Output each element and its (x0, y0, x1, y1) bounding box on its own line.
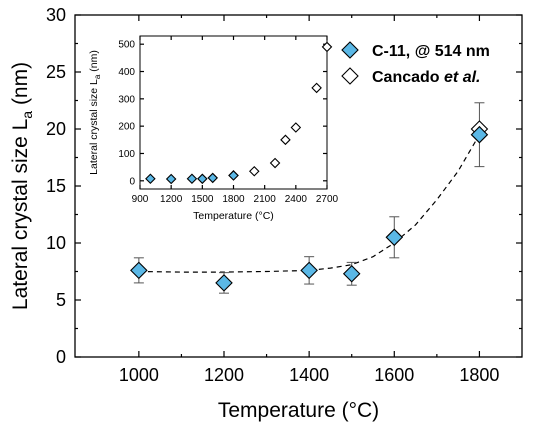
legend-marker-cancado (341, 67, 359, 85)
data-point-c11 (470, 125, 489, 144)
x-axis-title: Temperature (°C) (218, 399, 379, 422)
inset-x-tick-label: 900 (132, 194, 149, 205)
main-plot: 1000 1200 1400 1600 1800051015202530Temperat… (9, 5, 523, 422)
inset-data-point-cancado (321, 41, 333, 53)
inset-x-tick-label: 1800 (222, 194, 245, 205)
inset-data-point-c11 (197, 173, 208, 185)
y-axis-title: Lateral crystal size La (nm) (9, 62, 35, 310)
x-tick-label: 1200 (204, 365, 244, 385)
inset-data-point-c11 (145, 173, 156, 185)
x-tick-label: 1600 (374, 365, 414, 385)
inset-y-axis-title-subscript: a (93, 74, 102, 79)
inset-y-axis-title: Lateral crystal size La (nm) (88, 50, 102, 175)
inset-data-point-c11 (165, 173, 177, 185)
data-point-c11 (385, 228, 404, 247)
inset-x-axis-title: Temperature (°C) (193, 210, 274, 222)
inset-data-point-cancado (290, 122, 302, 133)
inset-x-tick-label: 1500 (191, 194, 214, 205)
inset-data-point-cancado (269, 157, 281, 169)
inset-y-axis-title-unit: (nm) (88, 50, 100, 75)
inset-x-tick-label: 2100 (254, 194, 277, 205)
y-tick-label: 15 (46, 176, 66, 196)
inset-x-tick-label: 2700 (316, 194, 339, 205)
inset-y-tick-label: 100 (118, 149, 135, 160)
x-tick-label: 1000 (119, 365, 159, 385)
y-axis-title-main: Lateral crystal size L (9, 119, 32, 310)
data-point-c11 (130, 261, 148, 280)
fit-line (138, 134, 480, 273)
inset-data-point-c11 (228, 170, 239, 181)
legend: C-11, @ 514 nm Cancado et al. (341, 41, 490, 86)
inset-data-point-cancado (311, 82, 322, 94)
inset-y-tick-label: 300 (118, 94, 135, 105)
y-tick-label: 20 (46, 119, 66, 139)
inset-y-axis-title-main: Lateral crystal size L (88, 79, 100, 175)
y-tick-label: 5 (56, 290, 66, 310)
inset-x-tick-label: 2400 (285, 194, 308, 205)
inset-data-point-c11 (207, 172, 219, 184)
y-tick-label: 10 (46, 233, 66, 253)
data-point-c11 (300, 261, 318, 280)
legend-label-cancado-etal: et al. (444, 69, 480, 86)
inset-y-tick-label: 400 (118, 67, 135, 78)
y-tick-label: 25 (46, 62, 66, 82)
legend-marker-c11 (341, 41, 359, 59)
inset-y-tick-label: 500 (118, 40, 135, 51)
y-axis-title-subscript: a (19, 111, 35, 119)
inset-y-tick-label: 200 (118, 122, 135, 133)
inset-plot: 900 1200 1500 1800 2100 2400 2700 0 100 200 300 400… (88, 35, 339, 222)
legend-label-cancado: Cancado et al. (372, 69, 480, 86)
inset-y-tick-label: 0 (129, 176, 135, 187)
data-point-c11 (342, 265, 361, 283)
inset-data-point-c11 (186, 173, 198, 185)
x-tick-label: 1800 (459, 365, 499, 385)
data-point-c11 (215, 274, 233, 292)
legend-label-cancado-name: Cancado (372, 69, 444, 86)
x-tick-label: 1400 (289, 365, 329, 385)
inset-x-tick-label: 1200 (160, 194, 183, 205)
inset-frame (139, 35, 328, 190)
y-tick-label: 0 (56, 347, 66, 367)
inset-data-point-cancado (280, 134, 291, 146)
y-axis-title-unit: (nm) (9, 62, 32, 111)
legend-label-c11: C-11, @ 514 nm (372, 43, 490, 60)
y-tick-label: 30 (46, 5, 66, 25)
inset-data-point-cancado (248, 165, 260, 177)
